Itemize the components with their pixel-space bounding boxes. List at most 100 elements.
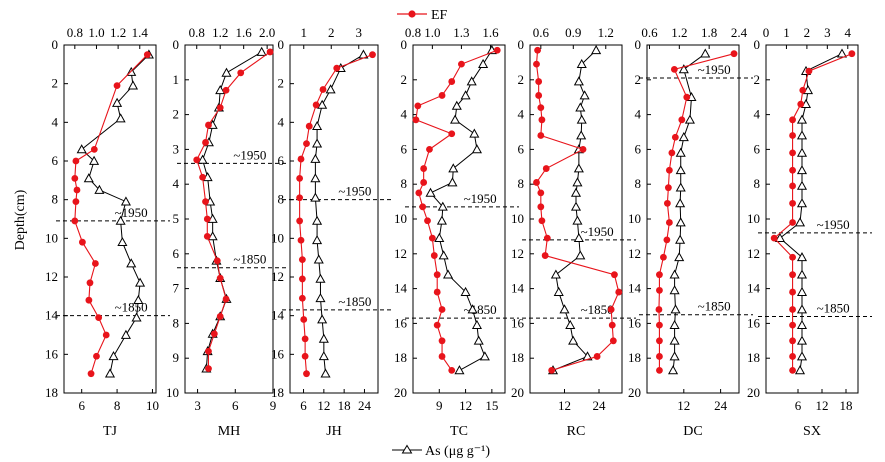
as-point — [313, 254, 324, 264]
depth-tick-label: 6 — [754, 141, 761, 156]
ef-point — [303, 370, 310, 378]
as-point — [89, 155, 100, 165]
depth-tick-label: 0 — [278, 37, 285, 52]
as-point — [568, 335, 579, 345]
ef-point — [300, 316, 308, 323]
ef-point — [415, 189, 423, 197]
ef-point — [671, 133, 679, 141]
depth-tick-label: 2 — [635, 72, 642, 87]
ef-point — [789, 253, 796, 261]
depth-tick-label: 1 — [173, 72, 180, 87]
ef-point — [73, 186, 81, 194]
as-point — [478, 58, 489, 68]
ef-point — [799, 86, 807, 94]
ef-point — [448, 130, 456, 138]
as-point — [674, 252, 685, 262]
depth-tick-label: 20 — [628, 385, 641, 400]
as-point — [579, 90, 590, 100]
as-point — [310, 153, 321, 163]
as-point — [794, 217, 806, 227]
depth-tick-label: 18 — [747, 350, 760, 365]
panel-frame — [184, 44, 274, 394]
depth-tick-label: 14 — [394, 281, 408, 296]
as-point — [318, 333, 329, 343]
as-point — [796, 351, 808, 361]
ef-point — [656, 353, 663, 360]
ef-point — [789, 271, 796, 279]
panel-tj: 0 2 4 6 8 10 12 14 16 18 0.8 1.0 1.2 1.4 6 8 10 TJ ~1950 ~1… — [45, 25, 170, 439]
as-point — [135, 277, 146, 287]
depth-tick-label: 0 — [635, 37, 642, 52]
ef-point — [579, 146, 587, 153]
ef-point — [534, 46, 541, 54]
ef-tick-label: 1.3 — [453, 25, 469, 40]
as-point — [315, 273, 326, 283]
as-point — [83, 173, 94, 183]
ef-point — [663, 199, 671, 207]
panel-name: DC — [683, 424, 702, 439]
as-point — [473, 335, 484, 345]
ef-point — [607, 306, 615, 313]
as-point — [221, 67, 232, 77]
ef-point — [202, 139, 209, 146]
as-point — [438, 250, 449, 260]
as-point — [448, 163, 459, 173]
depth-tick-label: 10 — [271, 230, 284, 245]
depth-tick-label: 20 — [394, 385, 407, 400]
panel-name: TC — [450, 424, 468, 439]
ef-point — [664, 184, 672, 192]
as-point — [669, 269, 680, 279]
ef-tick-label: 1 — [301, 25, 308, 40]
ef-point — [298, 275, 306, 283]
as-series-line — [672, 53, 706, 371]
ef-point — [79, 238, 86, 246]
as-point — [312, 235, 323, 245]
ef-point — [303, 140, 310, 148]
as-point — [115, 215, 126, 225]
as-point — [675, 198, 686, 208]
ef-point — [297, 236, 305, 244]
as-tick-label: 24 — [358, 398, 372, 413]
date-marker-label: ~1850 — [817, 300, 850, 315]
depth-tick-label: 6 — [401, 141, 408, 156]
ef-tick-label: 1.2 — [598, 25, 614, 40]
ef-tick-label: 2.0 — [259, 25, 275, 40]
as-point — [197, 154, 208, 164]
ef-tick-label: 3 — [356, 25, 363, 40]
ef-point — [789, 321, 796, 329]
as-point — [575, 250, 586, 260]
as-point — [591, 44, 602, 55]
legend-ef-marker — [408, 10, 416, 18]
as-tick-label: 10 — [146, 398, 159, 413]
ef-point — [426, 146, 433, 153]
as-point — [576, 58, 587, 68]
as-point — [310, 192, 321, 202]
depth-tick-label: 16 — [511, 315, 525, 330]
as-point — [796, 198, 808, 208]
as-point — [570, 201, 582, 211]
as-tick-label: 6 — [300, 398, 307, 413]
ef-point — [203, 215, 211, 223]
ef-tick-label: 0.6 — [533, 25, 550, 40]
ef-point — [538, 116, 546, 124]
depth-tick-label: 20 — [511, 385, 524, 400]
as-point — [76, 144, 87, 154]
depth-tick-label: 2 — [52, 76, 59, 91]
ef-point — [438, 306, 446, 313]
ef-point — [848, 50, 856, 58]
date-marker-label: ~1950 — [115, 205, 148, 220]
as-point — [572, 177, 583, 187]
depth-tick-label: 8 — [754, 176, 761, 191]
as-point — [215, 85, 226, 95]
ef-tick-label: 1.0 — [88, 25, 104, 40]
date-marker-label: ~1850 — [115, 300, 148, 315]
depth-tick-label: 3 — [173, 141, 180, 156]
legend-as-marker — [401, 444, 413, 454]
as-point — [576, 114, 587, 124]
depth-tick-label: 12 — [394, 246, 407, 261]
ef-point — [93, 352, 100, 360]
depth-tick-label: 4 — [173, 176, 180, 191]
as-series-line — [429, 49, 493, 371]
